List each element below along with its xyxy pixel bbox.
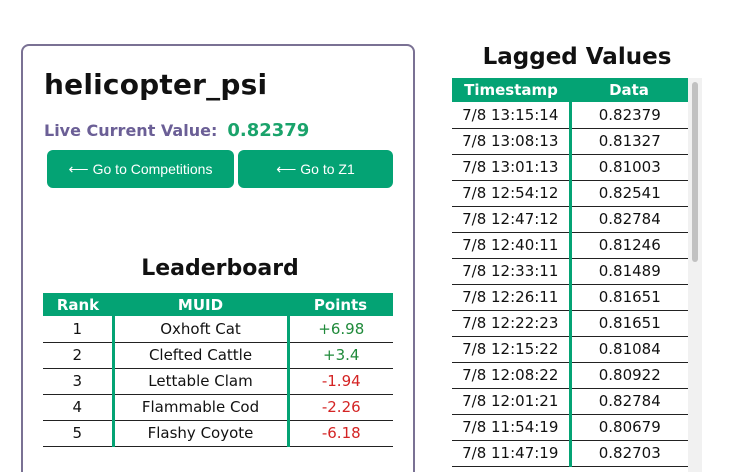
scrollbar-thumb[interactable]: [692, 82, 698, 262]
table-row: 7/8 13:01:13 0.81003: [452, 154, 688, 181]
table-row: 1 Oxhoft Cat +6.98: [43, 316, 393, 343]
data-cell: 0.82784: [570, 388, 688, 415]
timestamp-cell: 7/8 11:47:19: [452, 440, 572, 467]
timestamp-cell: 7/8 11:54:19: [452, 414, 572, 441]
rank-cell: 4: [43, 394, 113, 421]
lagged-values-body: 7/8 13:15:14 0.82379 7/8 13:08:13 0.81327 7/…: [452, 102, 688, 467]
table-row: 7/8 11:47:19 0.82703: [452, 440, 688, 467]
table-row: 7/8 12:47:12 0.82784: [452, 206, 688, 233]
timestamp-cell: 7/8 13:01:13: [452, 154, 572, 181]
muid-cell: Oxhoft Cat: [111, 316, 290, 343]
table-row: 7/8 12:26:11 0.81651: [452, 284, 688, 311]
header-rank: Rank: [43, 293, 113, 316]
data-cell: 0.81651: [570, 284, 688, 311]
data-cell: 0.82784: [570, 206, 688, 233]
table-row: 5 Flashy Coyote -6.18: [43, 420, 393, 447]
points-cell: +6.98: [288, 316, 393, 343]
table-row: 7/8 11:54:19 0.80679: [452, 414, 688, 441]
data-cell: 0.81651: [570, 310, 688, 337]
timestamp-cell: 7/8 12:54:12: [452, 180, 572, 207]
table-row: 7/8 13:15:14 0.82379: [452, 102, 688, 129]
header-muid: MUID: [113, 293, 288, 316]
table-row: 7/8 12:08:22 0.80922: [452, 362, 688, 389]
rank-cell: 5: [43, 420, 113, 447]
muid-cell: Lettable Clam: [111, 368, 290, 395]
leaderboard-title: Leaderboard: [141, 256, 299, 281]
table-row: 3 Lettable Clam -1.94: [43, 368, 393, 395]
timestamp-cell: 7/8 12:40:11: [452, 232, 572, 259]
data-cell: 0.81246: [570, 232, 688, 259]
muid-cell: Clefted Cattle: [111, 342, 290, 369]
go-to-competitions-button[interactable]: ⟵ Go to Competitions: [47, 150, 234, 188]
go-to-z1-label: Go to Z1: [300, 161, 355, 177]
lagged-values-title: Lagged Values: [482, 44, 672, 70]
lagged-header-row: Timestamp Data: [452, 78, 688, 102]
header-timestamp: Timestamp: [452, 78, 570, 102]
timestamp-cell: 7/8 12:01:21: [452, 388, 572, 415]
points-cell: -2.26: [288, 394, 393, 421]
left-arrow-icon: ⟵: [68, 160, 89, 177]
metric-title: helicopter_psi: [44, 68, 268, 101]
timestamp-cell: 7/8 12:15:22: [452, 336, 572, 363]
data-cell: 0.80922: [570, 362, 688, 389]
leaderboard-header-row: Rank MUID Points: [43, 293, 393, 316]
muid-cell: Flammable Cod: [111, 394, 290, 421]
data-cell: 0.82379: [570, 102, 688, 129]
rank-cell: 1: [43, 316, 113, 343]
go-to-competitions-label: Go to Competitions: [92, 161, 213, 177]
timestamp-cell: 7/8 12:22:23: [452, 310, 572, 337]
table-row: 7/8 12:22:23 0.81651: [452, 310, 688, 337]
timestamp-cell: 7/8 12:08:22: [452, 362, 572, 389]
data-cell: 0.80679: [570, 414, 688, 441]
header-points: Points: [288, 293, 393, 316]
metric-card: helicopter_psi Live Current Value: 0.823…: [21, 44, 415, 472]
rank-cell: 2: [43, 342, 113, 369]
points-cell: -6.18: [288, 420, 393, 447]
go-to-z1-button[interactable]: ⟵ Go to Z1: [238, 150, 393, 188]
timestamp-cell: 7/8 13:15:14: [452, 102, 572, 129]
lagged-values-table: Timestamp Data 7/8 13:15:14 0.82379 7/8 13…: [452, 78, 688, 467]
table-row: 7/8 12:54:12 0.82541: [452, 180, 688, 207]
table-row: 7/8 12:40:11 0.81246: [452, 232, 688, 259]
data-cell: 0.81084: [570, 336, 688, 363]
points-cell: -1.94: [288, 368, 393, 395]
table-row: 4 Flammable Cod -2.26: [43, 394, 393, 421]
table-row: 7/8 12:15:22 0.81084: [452, 336, 688, 363]
header-data: Data: [570, 78, 688, 102]
live-value-row: Live Current Value: 0.82379: [44, 120, 309, 141]
timestamp-cell: 7/8 12:33:11: [452, 258, 572, 285]
data-cell: 0.81003: [570, 154, 688, 181]
timestamp-cell: 7/8 12:47:12: [452, 206, 572, 233]
leaderboard-table: Rank MUID Points 1 Oxhoft Cat +6.98 2 Cl…: [43, 293, 393, 447]
points-cell: +3.4: [288, 342, 393, 369]
scrollbar-track[interactable]: [688, 78, 702, 472]
left-arrow-icon: ⟵: [276, 160, 297, 177]
table-row: 7/8 13:08:13 0.81327: [452, 128, 688, 155]
data-cell: 0.82703: [570, 440, 688, 467]
timestamp-cell: 7/8 13:08:13: [452, 128, 572, 155]
table-row: 2 Clefted Cattle +3.4: [43, 342, 393, 369]
live-value: 0.82379: [227, 120, 310, 141]
lagged-values-scroll-area[interactable]: Timestamp Data 7/8 13:15:14 0.82379 7/8 13…: [452, 78, 702, 472]
rank-cell: 3: [43, 368, 113, 395]
table-row: 7/8 12:01:21 0.82784: [452, 388, 688, 415]
data-cell: 0.82541: [570, 180, 688, 207]
table-row: 7/8 12:33:11 0.81489: [452, 258, 688, 285]
live-value-label: Live Current Value:: [44, 121, 218, 140]
data-cell: 0.81489: [570, 258, 688, 285]
timestamp-cell: 7/8 12:26:11: [452, 284, 572, 311]
data-cell: 0.81327: [570, 128, 688, 155]
muid-cell: Flashy Coyote: [111, 420, 290, 447]
